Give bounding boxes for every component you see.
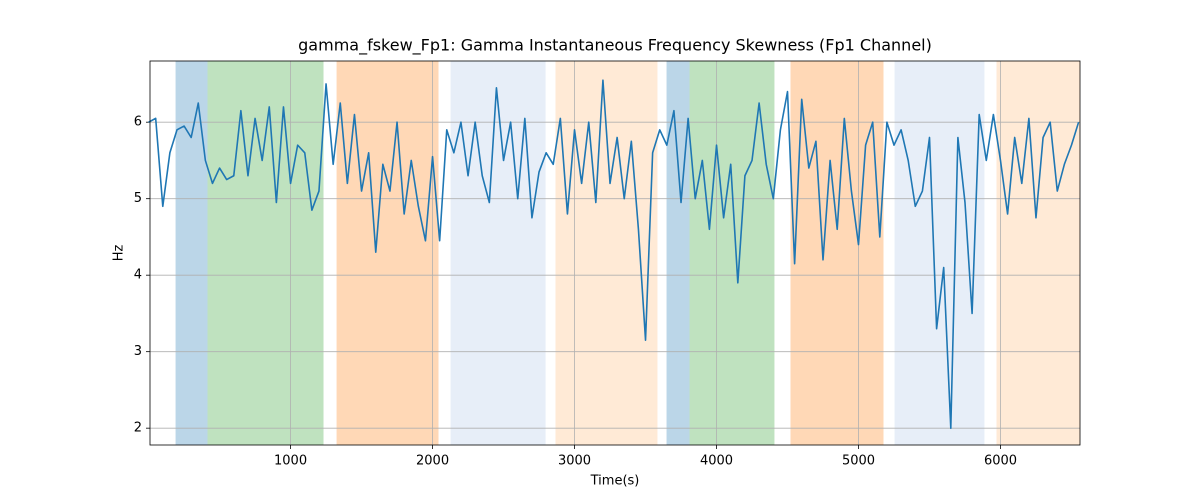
shaded-span	[450, 61, 546, 445]
shaded-span	[996, 61, 1080, 445]
x-tick-label: 3000	[558, 454, 591, 469]
data-line	[148, 79, 1080, 429]
x-tick-label: 6000	[984, 454, 1017, 469]
x-tick-label: 4000	[700, 454, 733, 469]
shaded-span	[790, 61, 884, 445]
y-tick-label: 6	[134, 115, 142, 130]
x-tick-label: 2000	[416, 454, 449, 469]
x-tick-label: 1000	[274, 454, 307, 469]
chart-title: gamma_fskew_Fp1: Gamma Instantaneous Fre…	[298, 36, 932, 56]
y-tick-label: 5	[134, 191, 142, 206]
shaded-span	[689, 61, 775, 445]
shaded-span	[555, 61, 658, 445]
shaded-span	[894, 61, 985, 445]
shaded-span	[666, 61, 690, 445]
plot-frame	[149, 60, 1081, 446]
x-axis-label: Time(s)	[590, 474, 640, 489]
x-tick-label: 5000	[842, 454, 875, 469]
shaded-span	[175, 61, 208, 445]
y-tick-label: 4	[134, 268, 142, 283]
y-axis-label: Hz	[112, 245, 127, 262]
shaded-span	[336, 61, 439, 445]
y-tick-label: 2	[134, 421, 142, 436]
y-tick-label: 3	[134, 344, 142, 359]
shaded-span	[207, 61, 324, 445]
